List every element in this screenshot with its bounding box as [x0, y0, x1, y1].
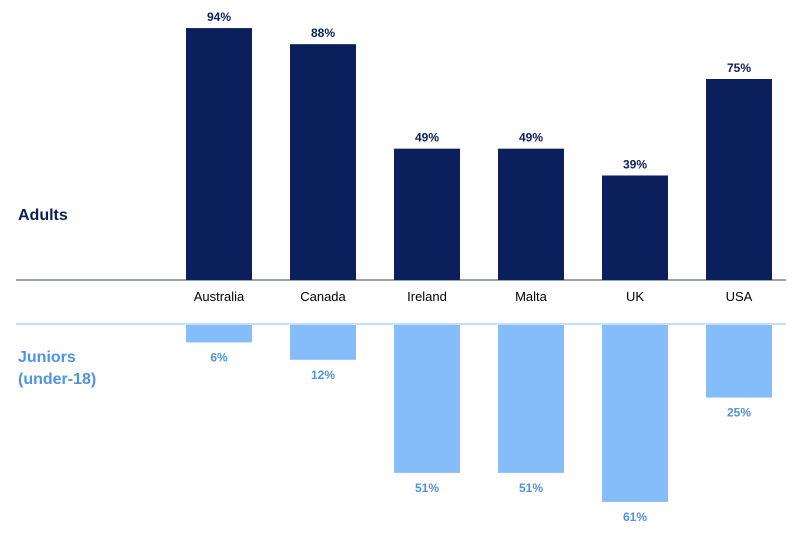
adults-group-label: Adults [18, 207, 68, 224]
adults-bar-uk [602, 175, 668, 280]
juniors-value-label-uk: 61% [623, 510, 647, 524]
juniors-value-label-ireland: 51% [415, 481, 439, 495]
juniors-group-label-line2: (under-18) [18, 371, 96, 388]
labels-layer: 94% 6% Australia 88% 12% Canada 49% 51% Ireland 4… [194, 10, 753, 524]
juniors-bar-malta [498, 325, 564, 473]
adults-value-label-ireland: 49% [415, 131, 439, 145]
adults-value-label-usa: 75% [727, 61, 751, 75]
category-label-canada: Canada [300, 289, 346, 304]
juniors-bar-ireland [394, 325, 460, 473]
juniors-bar-uk [602, 325, 668, 502]
adults-bar-australia [186, 28, 252, 280]
juniors-value-label-canada: 12% [311, 368, 335, 382]
juniors-bar-usa [706, 325, 772, 398]
juniors-value-label-australia: 6% [210, 350, 228, 364]
adults-value-label-australia: 94% [207, 10, 231, 24]
adults-bar-malta [498, 148, 564, 280]
category-label-malta: Malta [515, 289, 548, 304]
category-label-uk: UK [626, 289, 644, 304]
adults-value-label-canada: 88% [311, 26, 335, 40]
juniors-value-label-malta: 51% [519, 481, 543, 495]
category-label-ireland: Ireland [407, 289, 447, 304]
adults-bar-usa [706, 79, 772, 280]
adults-value-label-malta: 49% [519, 131, 543, 145]
juniors-bar-canada [290, 325, 356, 360]
juniors-value-label-usa: 25% [727, 406, 751, 420]
adults-value-label-uk: 39% [623, 157, 647, 171]
bars-layer [186, 28, 772, 502]
category-label-australia: Australia [194, 289, 245, 304]
category-label-usa: USA [726, 289, 753, 304]
juniors-group-label-line1: Juniors [18, 349, 76, 366]
juniors-bar-australia [186, 325, 252, 343]
adults-bar-canada [290, 44, 356, 280]
adults-bar-ireland [394, 148, 460, 280]
